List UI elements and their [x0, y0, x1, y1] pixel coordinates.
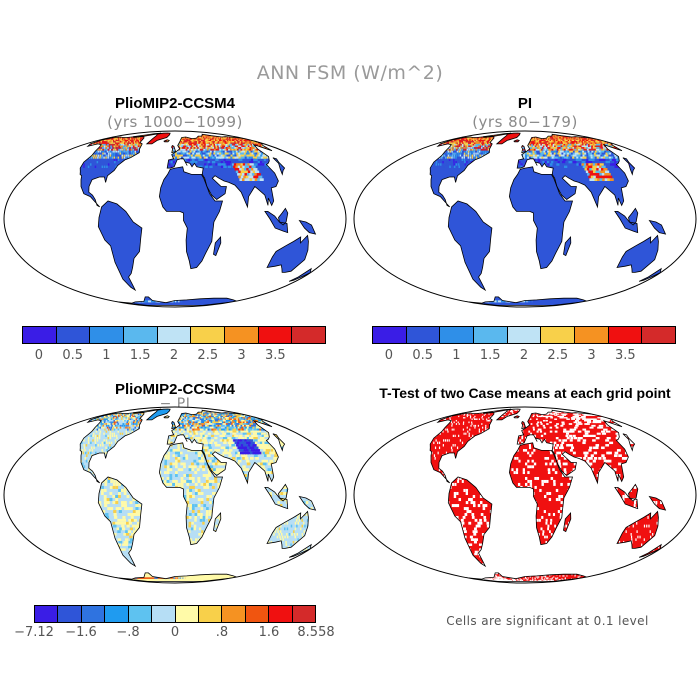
- panel-1-title: PlioMIP2-CCSM4: [114, 95, 235, 112]
- colorbar-tick-label: 3.5: [264, 348, 286, 363]
- colorbar-tick-label: 3.5: [614, 348, 636, 363]
- colorbar-tick-label: −.8: [116, 625, 140, 640]
- colorbar-swatch: [191, 327, 226, 343]
- panel-3-title: PlioMIP2-CCSM4: [114, 381, 235, 398]
- colorbar-tick-label: −1.6: [65, 625, 97, 640]
- colorbar-swatch: [541, 327, 576, 343]
- colorbar-swatch: [575, 327, 609, 343]
- colorbar-tick-label: 0.5: [412, 348, 433, 363]
- colorbar-tick-label: 1.5: [479, 348, 501, 363]
- panel-2-colorbar: [372, 326, 676, 344]
- colorbar-swatch: [81, 606, 106, 622]
- colorbar-swatch: [222, 606, 246, 622]
- colorbar-swatch: [105, 606, 129, 622]
- colorbar-swatch: [292, 606, 316, 622]
- colorbar-tick-label: 3: [237, 348, 246, 363]
- panel-2-subtitle: (yrs 80−179): [472, 113, 578, 131]
- panel-3-colorbar: [34, 605, 316, 623]
- colorbar-swatch: [35, 606, 59, 622]
- panel-4-title: T-Test of two Case means at each grid po…: [379, 385, 671, 401]
- colorbar-tick-label: 2.5: [197, 348, 219, 363]
- colorbar-tick-label: 0.5: [62, 348, 83, 363]
- colorbar-swatch: [124, 327, 158, 343]
- colorbar-tick-label: 1.5: [129, 348, 151, 363]
- colorbar-tick-label: −7.12: [14, 625, 54, 640]
- colorbar-swatch: [198, 606, 223, 622]
- panel-1-subtitle: (yrs 1000−1099): [107, 113, 243, 131]
- colorbar-tick-label: 8.558: [297, 625, 335, 640]
- colorbar-tick-label: .8: [215, 625, 229, 640]
- colorbar-swatch: [440, 327, 475, 343]
- colorbar-swatch: [157, 327, 192, 343]
- colorbar-tick-label: 1.6: [258, 625, 280, 640]
- panel-4-map: [353, 406, 697, 584]
- significance-note: Cells are significant at 0.1 level: [446, 614, 649, 628]
- colorbar-swatch: [373, 327, 407, 343]
- colorbar-swatch: [474, 327, 508, 343]
- colorbar-tick-label: 1: [102, 348, 111, 363]
- colorbar-swatch: [90, 327, 125, 343]
- colorbar-swatch: [58, 606, 82, 622]
- colorbar-swatch: [269, 606, 293, 622]
- colorbar-tick-label: 2.5: [547, 348, 569, 363]
- colorbar-tick-label: 0: [170, 625, 180, 640]
- panel-2-map: [353, 130, 697, 308]
- colorbar-swatch: [23, 327, 57, 343]
- colorbar-swatch: [406, 327, 441, 343]
- colorbar-swatch: [175, 606, 199, 622]
- panel-1-map: [3, 130, 347, 308]
- figure-title: ANN FSM (W/m^2): [256, 62, 444, 84]
- colorbar-swatch: [608, 327, 643, 343]
- panel-2-title: PI: [517, 95, 533, 112]
- colorbar-swatch: [128, 606, 153, 622]
- colorbar-tick-label: 0: [34, 348, 44, 363]
- colorbar-swatch: [56, 327, 91, 343]
- colorbar-swatch: [225, 327, 259, 343]
- colorbar-swatch: [245, 606, 270, 622]
- colorbar-tick-label: 3: [587, 348, 596, 363]
- colorbar-swatch: [258, 327, 293, 343]
- panel-1-colorbar: [22, 326, 326, 344]
- colorbar-tick-label: 2: [519, 348, 529, 363]
- colorbar-tick-label: 1: [452, 348, 461, 363]
- colorbar-swatch: [507, 327, 542, 343]
- colorbar-tick-label: 0: [384, 348, 394, 363]
- colorbar-swatch: [292, 327, 326, 343]
- colorbar-swatch: [642, 327, 676, 343]
- colorbar-tick-label: 2: [169, 348, 179, 363]
- colorbar-swatch: [152, 606, 176, 622]
- panel-3-map: [3, 406, 347, 584]
